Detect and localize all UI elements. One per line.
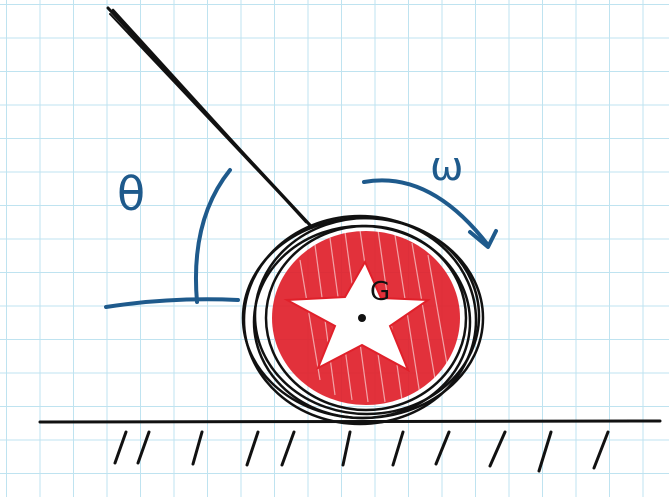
horizontal-reference-line	[104, 297, 240, 309]
center-of-mass-label: G	[370, 277, 390, 307]
wheel-outline	[241, 214, 485, 426]
ground	[38, 419, 662, 473]
rod	[106, 6, 313, 229]
angle-arc	[193, 168, 232, 304]
angular-velocity-label: ω	[430, 144, 464, 190]
angular-velocity-arrow	[362, 178, 498, 249]
wheel	[241, 214, 485, 426]
ground-line	[38, 419, 662, 424]
center-of-mass-dot	[358, 314, 366, 322]
star-icon	[283, 259, 432, 373]
angle-label: θ	[117, 167, 145, 221]
ground-hatching	[113, 430, 610, 473]
wheel-hatching	[299, 229, 449, 403]
arrowhead-icon	[468, 229, 498, 249]
angle-annotation	[104, 168, 240, 309]
